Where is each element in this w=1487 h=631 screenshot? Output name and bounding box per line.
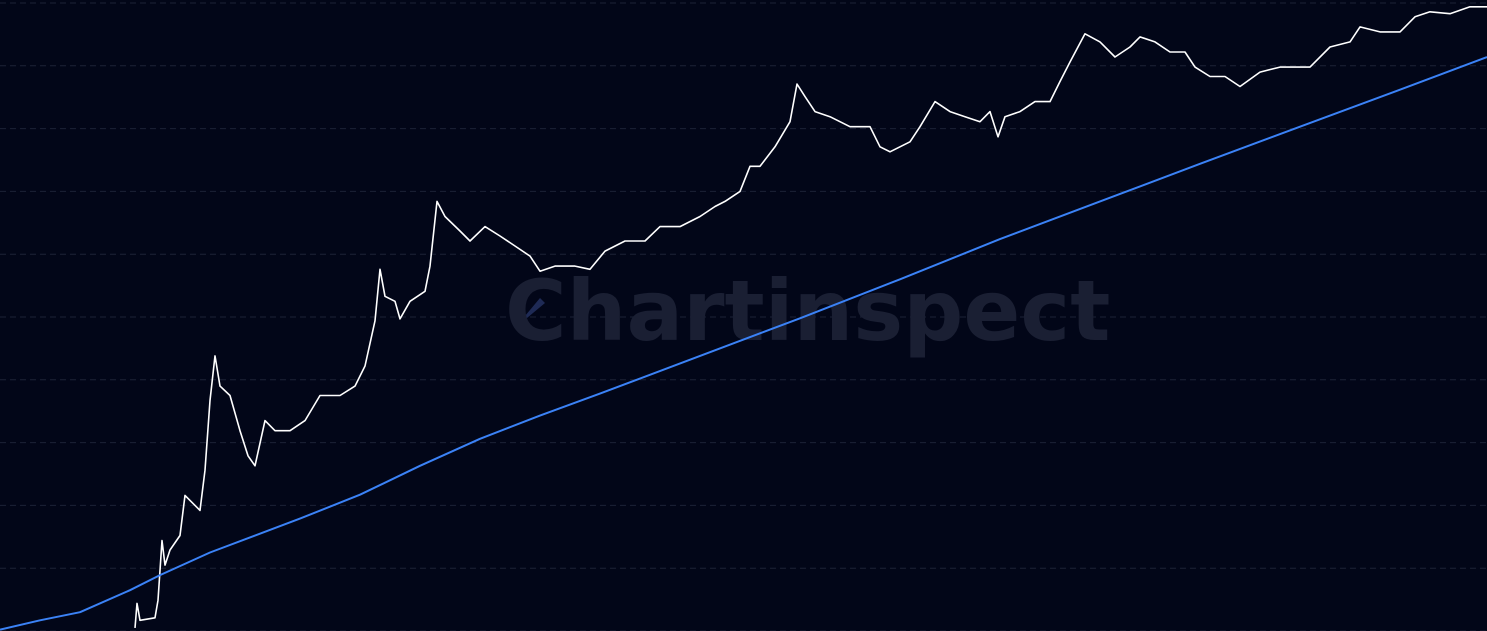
series-line bbox=[134, 6, 1487, 628]
watermark-group: Chartinspect bbox=[505, 262, 1110, 360]
watermark: Chartinspect bbox=[505, 262, 1110, 360]
watermark-logo bbox=[515, 298, 545, 328]
series-line bbox=[0, 56, 1487, 631]
